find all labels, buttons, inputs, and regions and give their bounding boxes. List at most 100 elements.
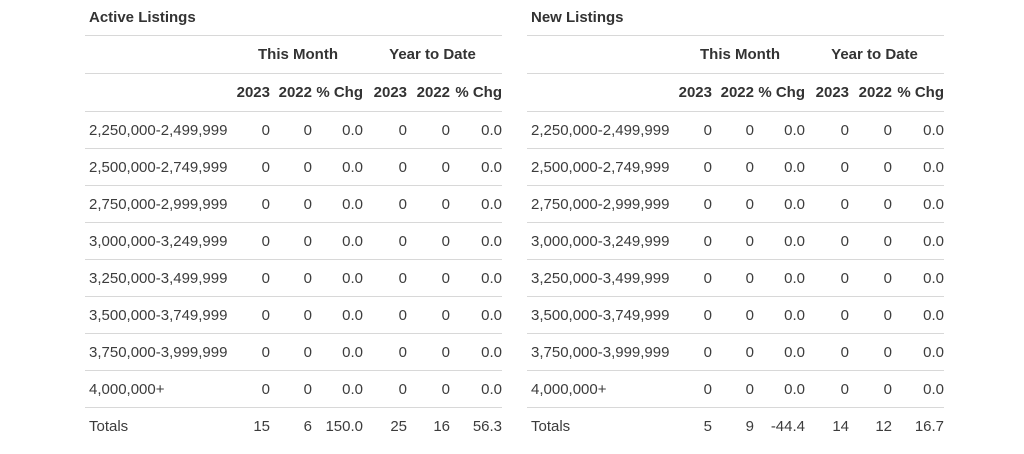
listings-report: Active Listings This Month Year to Date … bbox=[85, 0, 945, 445]
value-cell: 0.0 bbox=[892, 296, 945, 334]
value-cell: 0 bbox=[233, 370, 270, 408]
table-row: 3,750,000-3,999,999 0 0 0.0 0 0 0.0 bbox=[527, 333, 945, 371]
table-row: 3,500,000-3,749,999 0 0 0.0 0 0 0.0 bbox=[527, 296, 945, 334]
value-cell: 0.0 bbox=[754, 111, 806, 149]
value-cell: 0 bbox=[805, 259, 850, 297]
table-title-new-listings: New Listings bbox=[527, 0, 944, 36]
value-cell: 0.0 bbox=[312, 222, 364, 260]
value-cell: 0 bbox=[849, 333, 893, 371]
value-cell: 0.0 bbox=[754, 370, 806, 408]
table-row: 4,000,000+ 0 0 0.0 0 0 0.0 bbox=[85, 370, 503, 408]
value-cell: 0.0 bbox=[754, 222, 806, 260]
value-cell: 0.0 bbox=[450, 111, 503, 149]
table-row: 2,250,000-2,499,999 0 0 0.0 0 0 0.0 bbox=[85, 111, 503, 149]
value-cell: 0 bbox=[233, 222, 270, 260]
table-row: 3,500,000-3,749,999 0 0 0.0 0 0 0.0 bbox=[85, 296, 503, 334]
value-cell: 0.0 bbox=[312, 370, 364, 408]
table-row: 3,750,000-3,999,999 0 0 0.0 0 0 0.0 bbox=[85, 333, 503, 371]
totals-value: -44.4 bbox=[770, 418, 806, 435]
value-cell: 0.0 bbox=[450, 296, 503, 334]
active-listings-section: Active Listings This Month Year to Date … bbox=[85, 0, 503, 445]
group-header-row: This Month Year to Date bbox=[527, 36, 945, 74]
column-header-pct-chg: % Chg bbox=[450, 73, 503, 112]
totals-value: 25 bbox=[390, 418, 408, 435]
column-header-row: 2023 2022 % Chg 2023 2022 % Chg bbox=[527, 73, 945, 112]
value-cell: 0.0 bbox=[754, 185, 806, 223]
value-cell: 0 bbox=[675, 370, 712, 408]
value-cell: 0 bbox=[712, 222, 754, 260]
value-cell: 0 bbox=[270, 185, 312, 223]
table-row: 2,500,000-2,749,999 0 0 0.0 0 0 0.0 bbox=[85, 148, 503, 186]
table-row: 3,000,000-3,249,999 0 0 0.0 0 0 0.0 bbox=[527, 222, 945, 260]
value-cell: 0 bbox=[675, 222, 712, 260]
value-cell: 0 bbox=[407, 222, 451, 260]
totals-value: 16.7 bbox=[914, 418, 945, 435]
value-cell: 0.0 bbox=[892, 222, 945, 260]
totals-value: 14 bbox=[832, 418, 850, 435]
value-cell: 0 bbox=[849, 185, 893, 223]
value-cell: 0.0 bbox=[450, 148, 503, 186]
value-cell: 0 bbox=[407, 148, 451, 186]
price-range-label: 3,250,000-3,499,999 bbox=[85, 259, 233, 297]
value-cell: 0.0 bbox=[450, 185, 503, 223]
value-cell: 0.0 bbox=[450, 370, 503, 408]
value-cell: 0 bbox=[675, 148, 712, 186]
price-range-label: 3,000,000-3,249,999 bbox=[85, 222, 233, 260]
value-cell: 0 bbox=[805, 222, 850, 260]
value-cell: 0 bbox=[849, 296, 893, 334]
value-cell: 0 bbox=[805, 333, 850, 371]
column-header-spacer bbox=[85, 73, 233, 112]
column-header-2022: 2022 bbox=[270, 73, 312, 112]
value-cell: 0 bbox=[363, 370, 408, 408]
value-cell: 0 bbox=[712, 370, 754, 408]
value-cell: 0 bbox=[712, 111, 754, 149]
value-cell: 0 bbox=[675, 185, 712, 223]
new-listings-section: New Listings This Month Year to Date 202… bbox=[527, 0, 945, 445]
value-cell: 0.0 bbox=[892, 185, 945, 223]
value-cell: 0 bbox=[849, 111, 893, 149]
value-cell: 0 bbox=[849, 370, 893, 408]
value-cell: 0.0 bbox=[892, 111, 945, 149]
table-row: 3,250,000-3,499,999 0 0 0.0 0 0 0.0 bbox=[527, 259, 945, 297]
column-header-2023: 2023 bbox=[233, 73, 270, 112]
value-cell: 0 bbox=[363, 222, 408, 260]
value-cell: 0.0 bbox=[754, 148, 806, 186]
active-listings-table: This Month Year to Date 2023 2022 % Chg … bbox=[85, 36, 503, 445]
value-cell: 0 bbox=[675, 296, 712, 334]
table-row: 3,000,000-3,249,999 0 0 0.0 0 0 0.0 bbox=[85, 222, 503, 260]
price-range-label: 2,500,000-2,749,999 bbox=[85, 148, 233, 186]
value-cell: 0 bbox=[712, 333, 754, 371]
value-cell: 0 bbox=[407, 185, 451, 223]
column-header-row: 2023 2022 % Chg 2023 2022 % Chg bbox=[85, 73, 503, 112]
column-header-pct-chg: % Chg bbox=[754, 73, 806, 112]
totals-row: Totals 15 6 150.0 25 16 56.3 bbox=[85, 408, 502, 445]
price-range-label: 3,500,000-3,749,999 bbox=[527, 296, 675, 334]
price-range-label: 4,000,000+ bbox=[527, 370, 675, 408]
table-body: 2,250,000-2,499,999 0 0 0.0 0 0 0.0 2,500,000-2… bbox=[527, 111, 945, 408]
value-cell: 0.0 bbox=[892, 370, 945, 408]
value-cell: 0 bbox=[270, 259, 312, 297]
value-cell: 0 bbox=[233, 148, 270, 186]
table-row: 2,500,000-2,749,999 0 0 0.0 0 0 0.0 bbox=[527, 148, 945, 186]
totals-row: Totals 5 9 -44.4 14 12 16.7 bbox=[527, 408, 944, 445]
group-header-this-month: This Month bbox=[675, 36, 806, 74]
group-header-spacer bbox=[85, 36, 233, 74]
group-header-row: This Month Year to Date bbox=[85, 36, 503, 74]
totals-value: 16 bbox=[433, 418, 451, 435]
value-cell: 0 bbox=[712, 259, 754, 297]
value-cell: 0 bbox=[712, 296, 754, 334]
group-header-this-month: This Month bbox=[233, 36, 364, 74]
value-cell: 0 bbox=[805, 370, 850, 408]
value-cell: 0 bbox=[712, 185, 754, 223]
value-cell: 0 bbox=[805, 185, 850, 223]
value-cell: 0 bbox=[363, 148, 408, 186]
column-header-spacer bbox=[527, 73, 675, 112]
new-listings-table: This Month Year to Date 2023 2022 % Chg … bbox=[527, 36, 945, 445]
value-cell: 0.0 bbox=[754, 259, 806, 297]
value-cell: 0 bbox=[805, 148, 850, 186]
value-cell: 0.0 bbox=[312, 296, 364, 334]
group-header-year-to-date: Year to Date bbox=[805, 36, 945, 74]
value-cell: 0 bbox=[675, 111, 712, 149]
price-range-label: 2,250,000-2,499,999 bbox=[85, 111, 233, 149]
table-row: 4,000,000+ 0 0 0.0 0 0 0.0 bbox=[527, 370, 945, 408]
